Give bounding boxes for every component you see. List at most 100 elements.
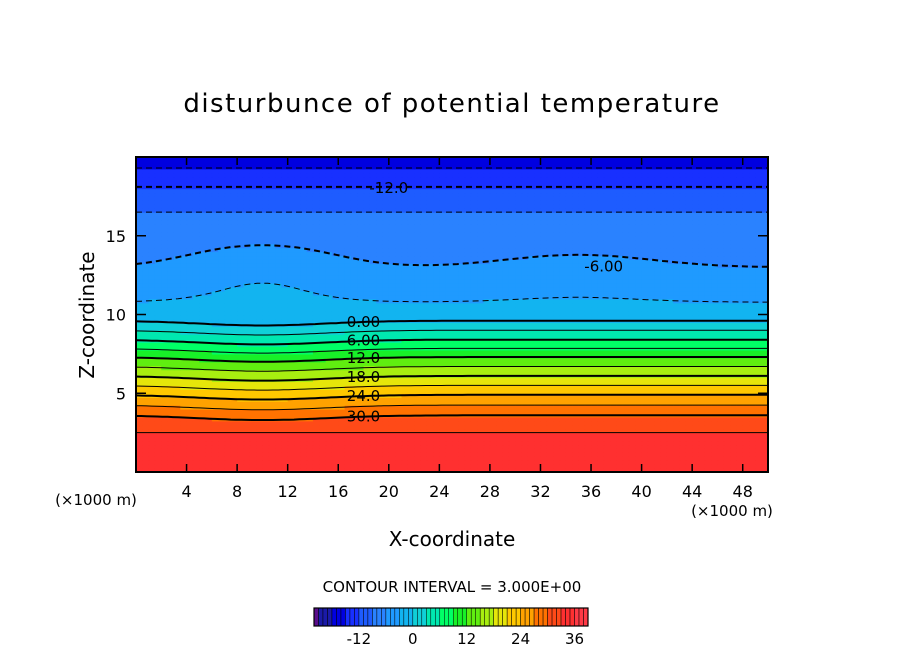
contour-fill-cell bbox=[369, 286, 377, 292]
contour-fill-cell bbox=[344, 452, 352, 457]
contour-fill-cell bbox=[578, 432, 586, 438]
contour-fill-cell bbox=[173, 310, 181, 316]
contour-fill-cell bbox=[382, 365, 390, 371]
contour-fill-cell bbox=[470, 330, 478, 335]
contour-fill-cell bbox=[376, 385, 384, 390]
contour-fill-cell bbox=[388, 361, 396, 367]
contour-fill-cell bbox=[154, 279, 162, 284]
contour-fill-cell bbox=[275, 330, 282, 335]
contour-fill-cell bbox=[243, 393, 251, 398]
contour-fill-cell bbox=[338, 310, 346, 316]
contour-fill-cell bbox=[218, 294, 226, 300]
contour-fill-cell bbox=[281, 290, 289, 296]
contour-fill-cell bbox=[527, 432, 535, 438]
contour-fill-cell bbox=[142, 286, 150, 292]
contour-fill-cell bbox=[262, 346, 270, 351]
contour-fill-cell bbox=[717, 279, 725, 284]
contour-fill-cell bbox=[350, 412, 358, 418]
contour-fill-cell bbox=[275, 432, 282, 438]
contour-fill-cell bbox=[154, 353, 162, 359]
contour-fill-cell bbox=[464, 275, 472, 280]
contour-fill-cell bbox=[173, 456, 181, 461]
contour-fill-cell bbox=[591, 322, 598, 327]
contour-fill-cell bbox=[376, 279, 384, 284]
contour-fill-cell bbox=[565, 440, 573, 446]
contour-fill-cell bbox=[559, 361, 567, 367]
contour-fill-cell bbox=[628, 381, 636, 386]
contour-fill-cell bbox=[306, 290, 314, 296]
contour-fill-cell bbox=[622, 448, 630, 453]
contour-fill-cell bbox=[300, 448, 308, 453]
contour-fill-cell bbox=[565, 342, 573, 347]
contour-fill-cell bbox=[679, 286, 687, 292]
contour-fill-cell bbox=[382, 342, 390, 347]
contour-fill-cell bbox=[565, 314, 573, 320]
contour-fill-cell bbox=[622, 381, 630, 386]
contour-fill-cell bbox=[142, 436, 150, 442]
contour-fill-cell bbox=[704, 397, 712, 402]
contour-fill-cell bbox=[489, 436, 497, 442]
contour-fill-cell bbox=[660, 456, 668, 461]
contour-fill-cell bbox=[508, 452, 516, 457]
contour-fill-cell bbox=[458, 349, 466, 355]
contour-fill-cell bbox=[622, 330, 630, 335]
contour-fill-cell bbox=[464, 349, 472, 355]
contour-fill-cell bbox=[180, 310, 188, 316]
contour-fill-cell bbox=[420, 275, 428, 280]
contour-fill-cell bbox=[344, 314, 352, 320]
contour-fill-cell bbox=[180, 468, 188, 472]
contour-fill-cell bbox=[730, 464, 737, 469]
contour-fill-cell bbox=[148, 389, 156, 394]
contour-fill-cell bbox=[660, 357, 668, 363]
contour-fill-cell bbox=[325, 290, 333, 296]
contour-fill-cell bbox=[186, 318, 194, 323]
contour-fill-cell bbox=[224, 326, 232, 331]
contour-fill-cell bbox=[136, 448, 143, 453]
contour-fill-cell bbox=[742, 342, 750, 347]
contour-fill-cell bbox=[616, 361, 624, 367]
contour-fill-cell bbox=[420, 302, 428, 308]
contour-fill-cell bbox=[730, 361, 737, 367]
contour-fill-cell bbox=[711, 468, 719, 472]
contour-fill-cell bbox=[154, 326, 162, 331]
contour-fill-cell bbox=[401, 326, 409, 331]
contour-fill-cell bbox=[654, 464, 662, 469]
contour-fill-cell bbox=[458, 275, 466, 280]
contour-fill-cell bbox=[477, 365, 485, 371]
contour-fill-cell bbox=[628, 330, 636, 335]
contour-fill-cell bbox=[319, 444, 327, 449]
contour-fill-cell bbox=[420, 330, 428, 335]
contour-fill-cell bbox=[237, 357, 245, 363]
contour-fill-cell bbox=[666, 468, 674, 472]
contour-fill-cell bbox=[736, 385, 744, 390]
contour-fill-cell bbox=[647, 290, 655, 296]
contour-fill-cell bbox=[717, 342, 725, 347]
contour-fill-cell bbox=[382, 389, 390, 394]
contour-fill-cell bbox=[477, 369, 485, 375]
contour-fill-cell bbox=[161, 464, 169, 469]
contour-fill-cell bbox=[312, 369, 320, 375]
contour-fill-cell bbox=[148, 330, 156, 335]
contour-fill-cell bbox=[186, 349, 194, 355]
contour-fill-cell bbox=[489, 389, 497, 394]
contour-fill-cell bbox=[673, 330, 681, 335]
contour-fill-cell bbox=[692, 279, 700, 284]
contour-fill-cell bbox=[420, 342, 428, 347]
contour-fill-cell bbox=[154, 452, 162, 457]
contour-fill-cell bbox=[369, 381, 377, 386]
contour-fill-cell bbox=[338, 420, 346, 426]
contour-fill-cell bbox=[344, 420, 352, 426]
contour-fill-cell bbox=[395, 389, 403, 394]
contour-fill-cell bbox=[142, 444, 150, 449]
contour-fill-cell bbox=[401, 405, 409, 410]
contour-fill-cell bbox=[489, 365, 497, 371]
contour-fill-cell bbox=[483, 286, 491, 292]
contour-fill-cell bbox=[180, 283, 188, 288]
contour-fill-cell bbox=[666, 436, 674, 442]
contour-fill-cell bbox=[218, 302, 226, 308]
contour-fill-cell bbox=[534, 464, 542, 469]
contour-fill-cell bbox=[262, 302, 270, 308]
contour-fill-cell bbox=[319, 373, 327, 379]
contour-fill-cell bbox=[578, 389, 586, 394]
contour-fill-cell bbox=[401, 349, 409, 355]
